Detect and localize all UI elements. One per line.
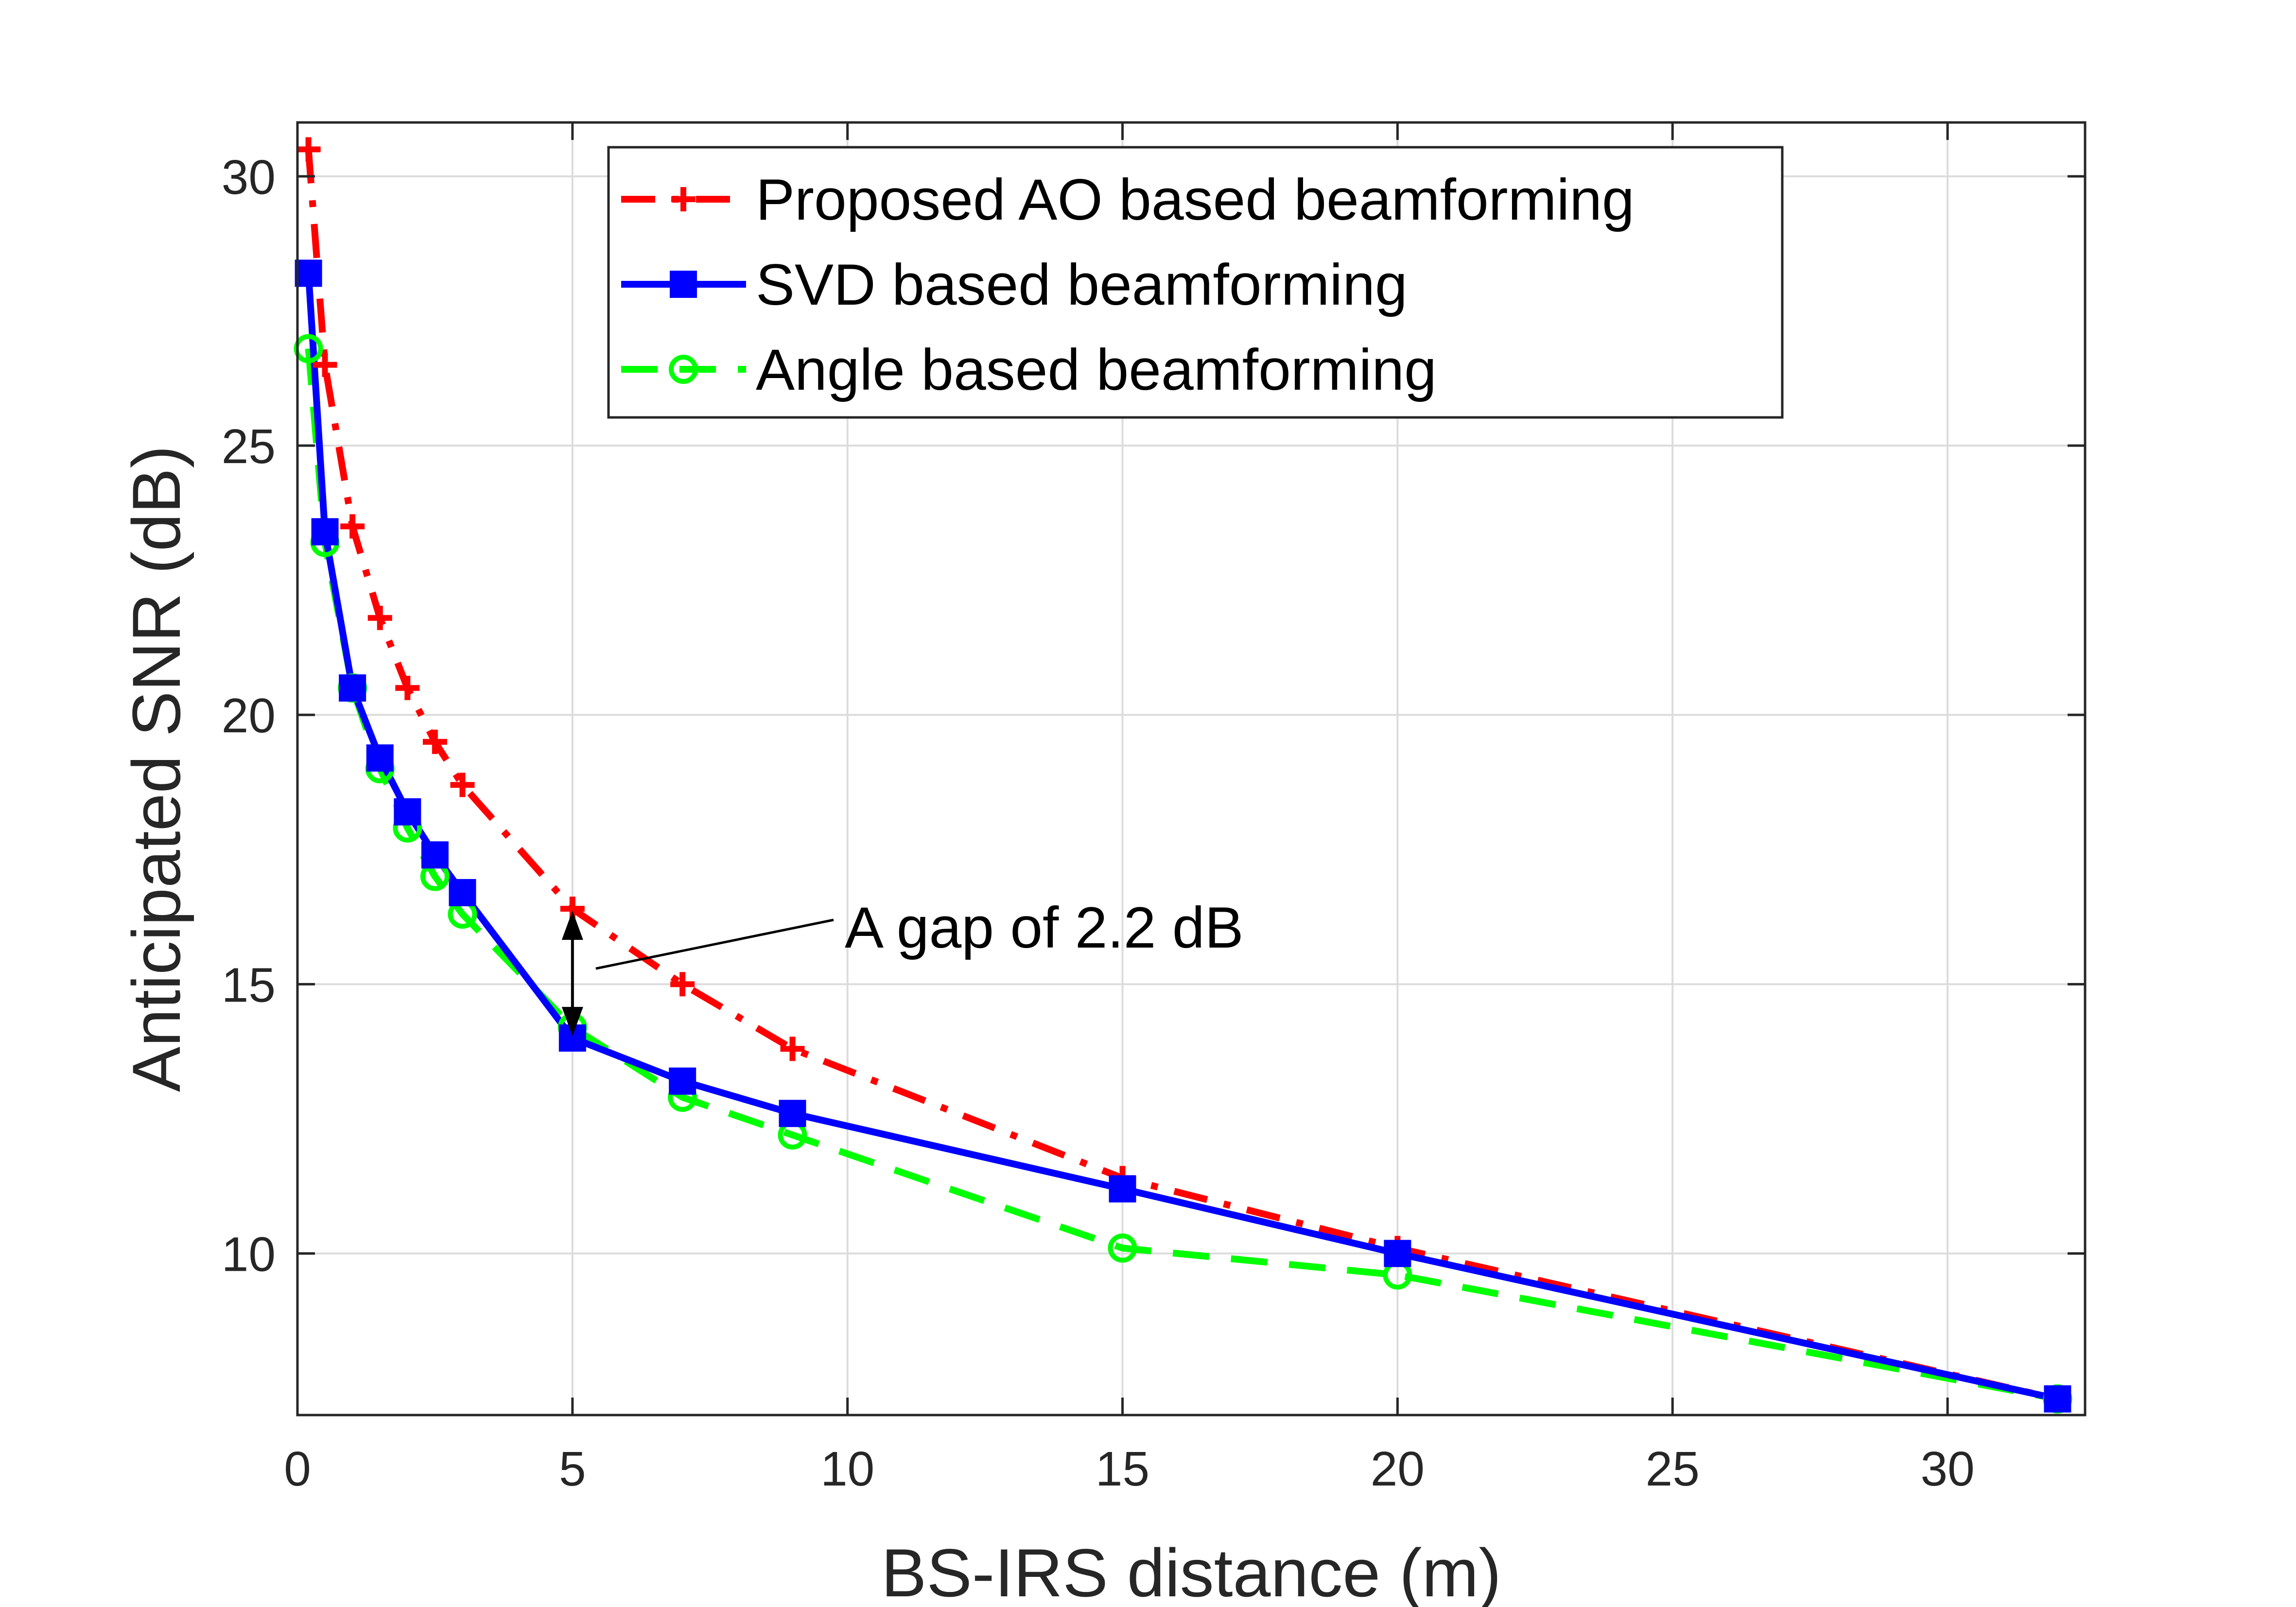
y-tick-label-20: 20 [222, 689, 276, 743]
series-1-point-1 [311, 518, 339, 546]
x-tick-label-30: 30 [1920, 1442, 1974, 1496]
y-tick-label-10: 10 [222, 1227, 276, 1282]
x-tick-label-20: 20 [1371, 1442, 1425, 1496]
gap-pointer-line [595, 918, 834, 970]
legend-marker-1 [670, 271, 697, 298]
y-tick-label-15: 15 [222, 958, 276, 1012]
series-1-point-8 [669, 1067, 696, 1095]
axis-ticks [296, 122, 2085, 1415]
series-2-point-10 [1108, 1233, 1137, 1263]
series-0-point-8 [670, 972, 695, 997]
gap-annotation: A gap of 2.2 dB [561, 895, 1244, 1037]
series-1-point-3 [366, 744, 394, 772]
series-0-point-6 [450, 773, 475, 797]
x-tick-label-25: 25 [1646, 1442, 1700, 1496]
series-1-point-6 [449, 879, 476, 906]
series-1-point-10 [1109, 1175, 1136, 1203]
x-tick-label-10: 10 [820, 1442, 874, 1496]
gap-arrow-head-bottom [561, 1007, 583, 1037]
series-0-point-1 [313, 352, 337, 377]
series-0-point-5 [422, 729, 447, 754]
series-1-point-4 [394, 798, 421, 826]
x-axis-label: BS-IRS distance (m) [881, 1535, 1501, 1607]
y-tick-label-25: 25 [222, 419, 276, 474]
series-0-point-2 [340, 514, 365, 539]
series-1-point-5 [421, 841, 449, 869]
series-line-2 [305, 348, 2058, 1402]
gap-arrow-head-top [561, 911, 583, 940]
series-1-point-0 [295, 259, 322, 287]
x-tick-label-0: 0 [284, 1442, 311, 1496]
series-0-point-9 [780, 1037, 805, 1061]
series-markers [294, 137, 2072, 1414]
legend-label-0: Proposed AO based beamforming [756, 167, 1635, 232]
gap-annotation-text: A gap of 2.2 dB [845, 895, 1244, 960]
legend-marker-0 [671, 187, 696, 211]
x-tick-label-15: 15 [1096, 1442, 1149, 1496]
series-1-point-12 [2044, 1385, 2071, 1413]
series-0-point-3 [367, 605, 392, 630]
legend-marker-2 [669, 355, 698, 384]
tick-labels: 0 5 10 15 20 25 30 10 15 20 25 30 [222, 150, 1975, 1496]
legend: Proposed AO based beamforming SVD based b… [607, 146, 1784, 419]
y-tick-label-30: 30 [222, 150, 276, 205]
series-0-point-4 [395, 675, 420, 700]
legend-label-1: SVD based beamforming [756, 252, 1408, 317]
plot-frame [296, 121, 2087, 1417]
legend-box [607, 146, 1784, 419]
y-axis-label: Anticipated SNR (dB) [118, 446, 194, 1092]
series-0-point-0 [296, 137, 321, 162]
x-tick-label-5: 5 [559, 1442, 586, 1496]
legend-label-2: Angle based beamforming [756, 337, 1437, 402]
series-1-point-2 [339, 674, 366, 702]
series-1-point-11 [1384, 1240, 1411, 1267]
series-1-point-9 [779, 1100, 806, 1127]
